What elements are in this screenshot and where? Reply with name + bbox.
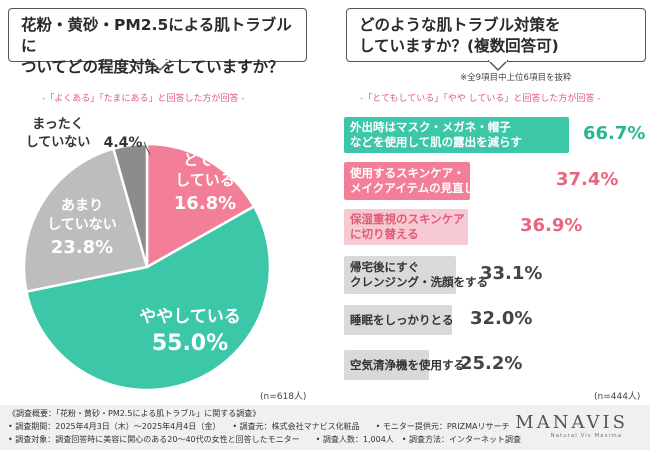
left-question-line2: ついてどの程度対策をしていますか？: [21, 58, 284, 76]
bar-label-1-line-1: メイクアイテムの見直し・変更: [350, 181, 510, 195]
bar-label-2-line-1: に切り替える: [350, 227, 419, 241]
bar-label-0: 外出時はマスク・メガネ・帽子 などを使用して肌の露出を減らす: [350, 120, 522, 150]
right-question-line2: していますか？(複数回答可): [359, 37, 559, 55]
bar-label-0-line-0: 外出時はマスク・メガネ・帽子: [350, 120, 511, 134]
right-question-line1: どのような肌トラブル対策を: [359, 16, 561, 34]
bar-value-0: 66.7%: [583, 123, 646, 144]
pie-value-2: 23.8%: [51, 237, 113, 258]
right-note: ※全9項目中上位6項目を抜粋: [460, 73, 572, 83]
right-subtitle: -「とてもしている」「やや している」と回答した方が回答 -: [360, 94, 601, 104]
footer: 《調査概要：「花粉・黄砂・PM2.5による肌トラブル」に関する調査》 • 調査期…: [0, 405, 650, 450]
pie-label-line1-0: とても: [183, 151, 227, 169]
bar-1: [344, 162, 470, 200]
bar-label-3-line-0: 帰宅後にすぐ: [350, 260, 420, 274]
left-question-box: 花粉・黄砂・PM2.5による肌トラブルに ついてどの程度対策をしていますか？: [8, 8, 307, 76]
bar-value-2: 36.9%: [520, 215, 583, 236]
pie-slice-3: [111, 142, 149, 268]
bar-4: [344, 305, 452, 335]
bar-label-3-line-1: クレンジング・洗顔をする: [350, 275, 488, 289]
bar-label-4-line-0: 睡眠をしっかりとる: [350, 312, 454, 327]
pie-chart: とてもしている16.8%ややしている55.0%あまりしていない23.8%まったく…: [22, 117, 272, 392]
pie-slice-2: [22, 147, 149, 294]
bar-label-0-line-1: などを使用して肌の露出を減らす: [350, 135, 522, 149]
pie-value-3: 4.4%: [104, 135, 143, 151]
left-question-line1: 花粉・黄砂・PM2.5による肌トラブルに: [21, 16, 292, 55]
right-n-label: (n=444人): [594, 392, 641, 402]
pie-label-line1-3: まったく: [32, 117, 83, 132]
pie-leader-line: [143, 141, 151, 156]
bar-label-2-line-0: 保湿重視のスキンケア: [350, 212, 465, 226]
bar-label-4: 睡眠をしっかりとる: [350, 313, 454, 328]
bar-2: [344, 209, 468, 245]
pie-label-line1-1: ややしている: [139, 307, 241, 327]
footer-line1: 《調査概要：「花粉・黄砂・PM2.5による肌トラブル」に関する調査》: [8, 409, 261, 418]
bar-label-1: 使用するスキンケア・ メイクアイテムの見直し・変更: [350, 166, 510, 196]
right-question-box: どのような肌トラブル対策を していますか？(複数回答可): [346, 8, 646, 62]
bar-5: [344, 350, 429, 380]
bar-label-1-line-0: 使用するスキンケア・: [350, 166, 465, 180]
left-subtitle: -「よくある」「たまにある」と回答した方が回答 -: [42, 94, 245, 104]
pie-label-line2-3: していない: [26, 135, 91, 150]
bar-3: [344, 256, 456, 294]
footer-line3: • 調査対象：調査回答時に美容に関心のある20～40代の女性と回答したモニター …: [8, 435, 522, 444]
bar-label-5: 空気清浄機を使用する: [350, 358, 465, 373]
bar-value-4: 32.0%: [470, 308, 533, 329]
bar-label-3: 帰宅後にすぐ クレンジング・洗顔をする: [350, 260, 488, 290]
pie-label-line1-2: あまり: [61, 198, 103, 214]
bar-value-3: 33.1%: [480, 263, 543, 284]
left-question-tail: [150, 60, 170, 72]
bar-value-1: 37.4%: [556, 169, 619, 190]
pie-label-line2-2: していない: [47, 217, 117, 233]
bar-value-5: 25.2%: [460, 353, 523, 374]
pie-value-0: 16.8%: [174, 193, 236, 214]
right-question-tail: [488, 60, 508, 72]
pie-label-line2-0: している: [175, 171, 235, 189]
bar-label-5-line-0: 空気清浄機を使用する: [350, 357, 465, 372]
pie-slice-0: [145, 142, 256, 270]
pie-value-1: 55.0%: [152, 331, 228, 356]
bar-label-2: 保湿重視のスキンケア に切り替える: [350, 212, 465, 242]
pie-slice-1: [25, 204, 272, 392]
manavis-logo: MANAVIS: [515, 412, 628, 433]
footer-line2: • 調査期間：2025年4月3日（木）～2025年4月4日（金） • 調査元：株…: [8, 422, 510, 431]
bar-0: [344, 117, 569, 153]
left-n-label: (n=618人): [260, 392, 307, 402]
manavis-logo-sub: Natural Vis Maxima: [550, 433, 622, 439]
